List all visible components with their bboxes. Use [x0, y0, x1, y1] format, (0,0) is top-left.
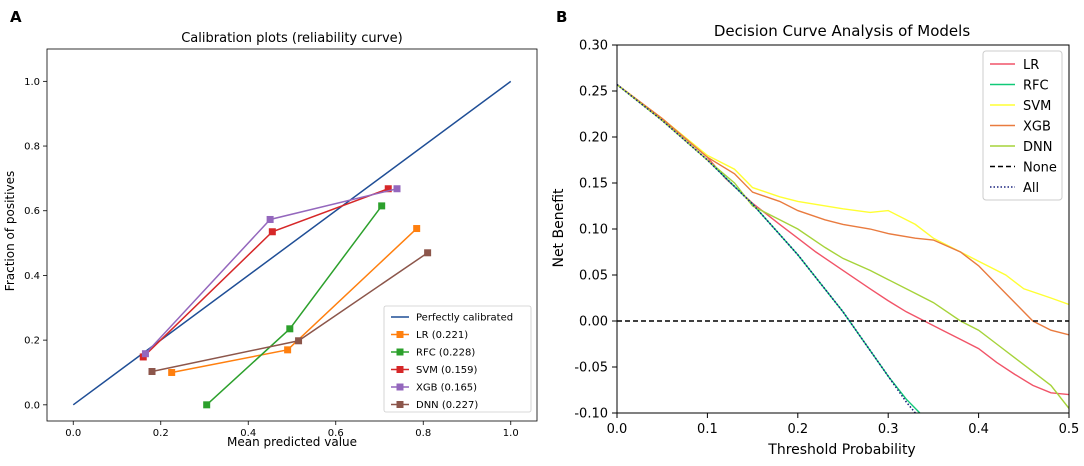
panel-a: A Calibration plots (reliability curve) …: [3, 8, 538, 449]
panel-b-xtick-label: 0.4: [968, 422, 989, 437]
panel-a-data-point: [378, 202, 386, 210]
panel-a-xlabel: Mean predicted value: [227, 435, 357, 449]
panel-a-data-point: [266, 215, 274, 223]
panel-a-data-point: [203, 401, 211, 409]
panel-a-data-point: [168, 368, 176, 376]
panel-b-legend-label: DNN: [1023, 140, 1052, 155]
panel-a-legend-box: [383, 305, 532, 413]
panel-a-legend-label: LR (0.221): [416, 330, 468, 341]
panel-a-title: Calibration plots (reliability curve): [181, 31, 403, 46]
panel-a-legend-marker: [396, 331, 404, 338]
panel-a-label: A: [10, 8, 22, 26]
panel-a-data-point: [424, 249, 432, 257]
panel-a-legend-marker: [396, 383, 404, 391]
panel-a-legend-label: RFC (0.228): [416, 348, 475, 359]
panel-a-ytick-label: 0.6: [24, 206, 40, 217]
panel-b-xtick-label: 0.1: [697, 422, 718, 437]
panel-a-xtick-label: 0.8: [415, 428, 431, 439]
panel-a-ytick-label: 0.4: [24, 271, 40, 282]
panel-b-series-line-2: [617, 84, 1069, 306]
panel-a-xtick-label: 1.0: [503, 428, 519, 439]
panel-b-ytick-label: 0.25: [579, 85, 608, 100]
panel-b-legend-label: None: [1023, 161, 1057, 176]
panel-b-xlabel: Threshold Probability: [767, 442, 915, 458]
panel-b-xtick-label: 0.3: [878, 422, 899, 437]
panel-b-series-line-6: [617, 83, 916, 413]
panel-a-legend-label: SVM (0.159): [416, 365, 478, 376]
panel-a-xtick-label: 0.4: [240, 428, 256, 439]
panel-a-data-point: [295, 337, 303, 345]
panel-a-ytick-label: 0.8: [24, 142, 40, 153]
panel-b-ytick-label: 0.05: [579, 269, 608, 284]
panel-b-series-group: [617, 83, 1069, 413]
panel-a-data-point: [393, 185, 401, 193]
panel-a-data-point: [384, 185, 392, 193]
panel-b-title: Decision Curve Analysis of Models: [714, 22, 970, 40]
panel-a-ytick-label: 1.0: [24, 77, 40, 88]
panel-b-legend-box: [982, 50, 1063, 201]
panel-b-legend-label: LR: [1023, 58, 1039, 73]
panel-a-legend-marker: [396, 348, 404, 356]
panel-b-series-line-4: [617, 84, 1069, 409]
panel-b-legend: LR RFC SVM XGB DNN None All: [982, 50, 1063, 201]
panel-a-legend: Perfectly calibrated LR (0.221) RFC (0.228…: [383, 305, 532, 413]
panel-b-legend-label: SVM: [1023, 99, 1051, 114]
panel-a-data-point: [284, 346, 292, 354]
panel-a-xtick-label: 0.6: [328, 428, 344, 439]
panel-a-ytick-label: 0.2: [24, 336, 40, 347]
panel-a-data-point: [148, 368, 156, 376]
panel-b-label: B: [556, 8, 567, 26]
panel-b-plot-area: 0.0 0.1 0.2 0.3 0.4 0.5 -0.10 -0.05 0.00 0.05 0.10…: [574, 39, 1079, 438]
panel-a-legend-marker: [396, 366, 404, 373]
panel-b-legend-label: All: [1023, 181, 1039, 196]
panel-b-axes-frame: [616, 44, 1070, 414]
panel-b-ylabel: Net Benefit: [551, 188, 567, 268]
panel-a-ytick-label: 0.0: [24, 400, 40, 411]
panel-b: B Decision Curve Analysis of Models Thre…: [551, 8, 1079, 458]
panel-a-ylabel: Fraction of positives: [3, 171, 17, 291]
panel-b-ytick-label: 0.10: [579, 223, 608, 238]
panel-b-xtick-label: 0.2: [787, 422, 808, 437]
panel-a-data-point: [268, 228, 276, 236]
panel-b-series-line-3: [617, 84, 1069, 336]
panel-a-legend-label: DNN (0.227): [416, 400, 478, 411]
panel-b-ytick-label: 0.00: [579, 315, 608, 330]
panel-a-data-point: [141, 350, 149, 358]
panel-b-ytick-label: -0.10: [574, 407, 608, 422]
panel-b-xtick-label: 0.5: [1059, 422, 1080, 437]
panel-a-legend-label: XGB (0.165): [416, 383, 477, 394]
panel-a-xtick-label: 0.2: [153, 428, 169, 439]
panel-a-xtick-label: 0.0: [65, 428, 81, 439]
panel-a-legend-marker: [396, 401, 404, 408]
panel-b-ytick-label: -0.05: [574, 361, 608, 376]
panel-b-legend-label: XGB: [1023, 120, 1051, 135]
panel-b-legend-label: RFC: [1023, 79, 1049, 94]
panel-a-data-point: [413, 225, 421, 233]
panel-a-data-point: [286, 325, 294, 333]
panel-b-ytick-label: 0.30: [579, 39, 608, 54]
panel-b-ytick-label: 0.20: [579, 131, 608, 146]
panel-b-xtick-label: 0.0: [607, 422, 628, 437]
panel-a-legend-label: Perfectly calibrated: [416, 313, 513, 324]
panel-b-ytick-label: 0.15: [579, 177, 608, 192]
